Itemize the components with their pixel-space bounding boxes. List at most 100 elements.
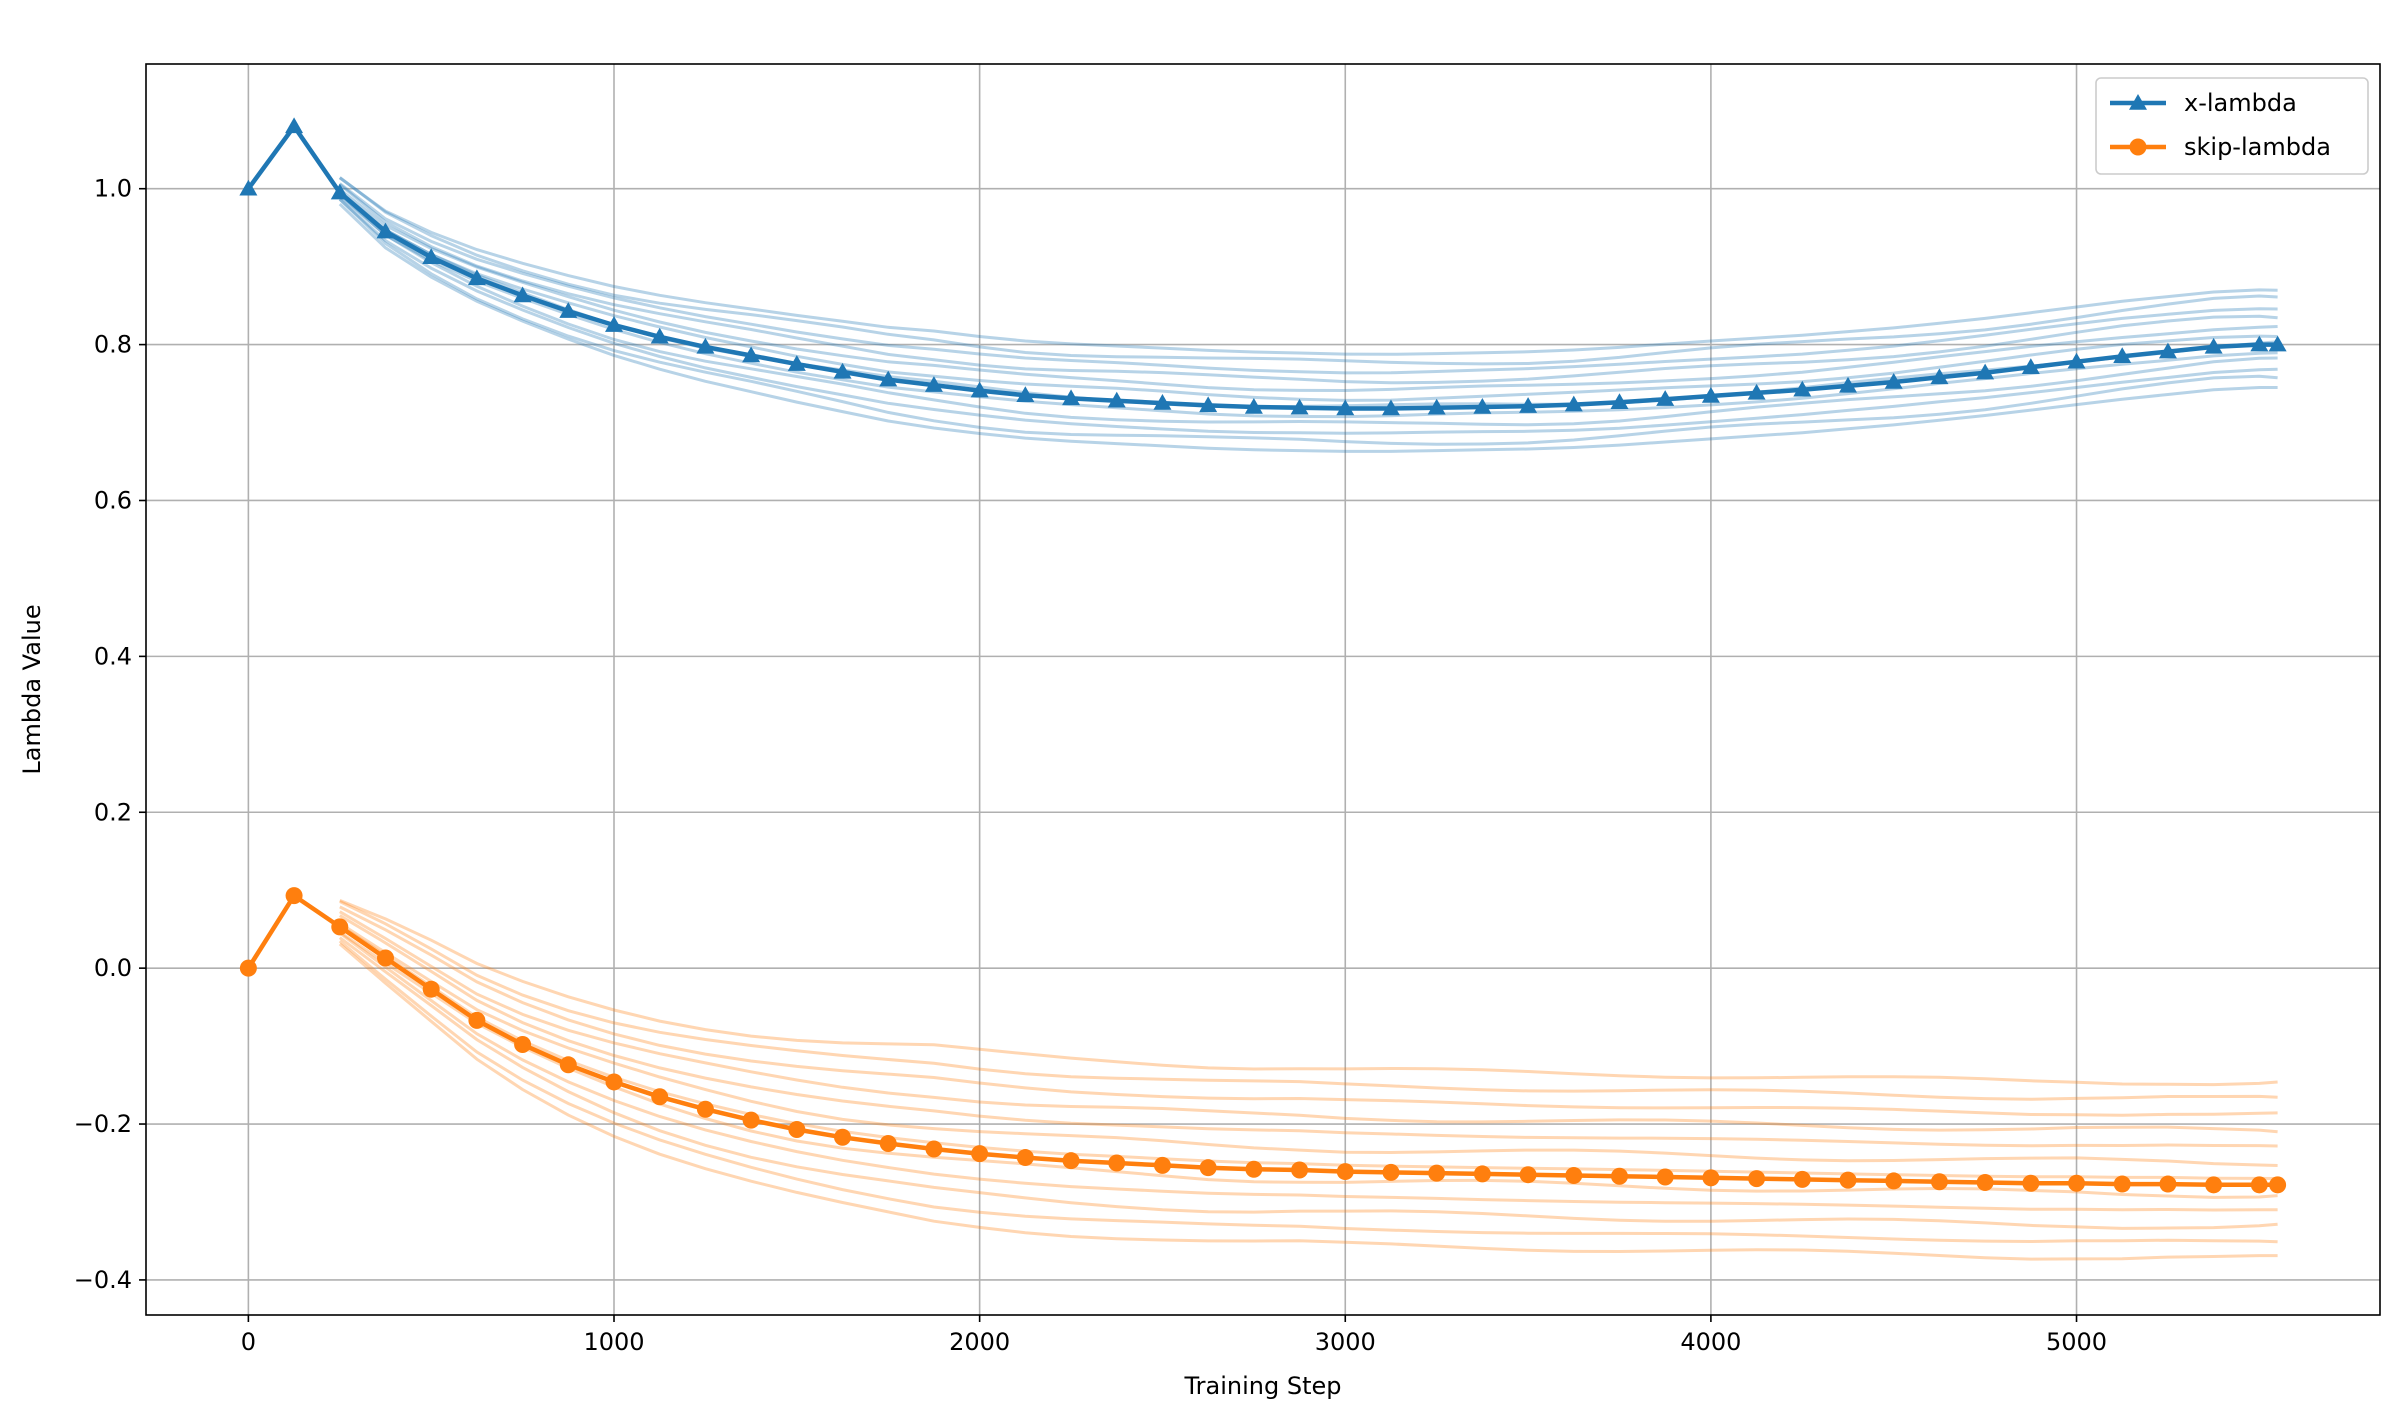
run-line xyxy=(339,905,2278,1117)
run-line xyxy=(338,936,2278,1230)
skip-lambda-point xyxy=(2269,1176,2287,1194)
skip-lambda-point xyxy=(331,918,349,936)
skip-lambda-point xyxy=(742,1111,760,1129)
x-lambda-point xyxy=(2250,335,2269,352)
y-tick-label: 0.2 xyxy=(94,798,132,826)
x-lambda-point xyxy=(2158,342,2177,359)
skip-lambda-point xyxy=(285,887,303,905)
y-tick-label: 0.4 xyxy=(94,642,132,670)
x-lambda-point xyxy=(1107,391,1126,408)
x-lambda-point xyxy=(2067,352,2086,369)
run-line xyxy=(338,176,2278,356)
grid-lines xyxy=(146,64,2380,1315)
skip-lambda-point xyxy=(1519,1166,1537,1184)
skip-lambda-point xyxy=(2159,1175,2177,1193)
run-line xyxy=(338,922,2278,1167)
y-tick-label: 0.6 xyxy=(94,486,132,514)
x-lambda-point xyxy=(1793,380,1812,397)
x-lambda-point xyxy=(742,346,761,363)
x-lambda-point xyxy=(1839,376,1858,393)
x-lambda-point xyxy=(1062,389,1081,406)
x-lambda-point xyxy=(605,316,624,332)
run-line xyxy=(338,190,2278,402)
x-lambda-point xyxy=(1016,386,1035,403)
x-lambda-point xyxy=(1701,387,1720,403)
x-lambda-point xyxy=(1656,390,1675,406)
series-lines xyxy=(239,117,2287,1194)
skip-lambda-point xyxy=(514,1036,532,1054)
x-tick-label: 5000 xyxy=(2046,1328,2107,1356)
x-lambda-point xyxy=(1427,398,1446,415)
skip-lambda-point xyxy=(1839,1171,1857,1189)
x-lambda-point xyxy=(2204,337,2223,354)
skip-lambda-point xyxy=(605,1073,623,1091)
x-tick-label: 2000 xyxy=(949,1328,1010,1356)
skip-lambda-point xyxy=(1382,1163,1400,1181)
x-lambda-point xyxy=(1610,393,1629,410)
skip-lambda-point xyxy=(1016,1149,1034,1167)
x-lambda-point xyxy=(2268,335,2287,352)
skip-lambda-point xyxy=(1656,1168,1674,1186)
skip-lambda-point xyxy=(239,959,257,977)
skip-lambda-point xyxy=(879,1135,897,1153)
x-lambda-point xyxy=(239,179,258,196)
x-tick-label: 4000 xyxy=(1680,1328,1741,1356)
x-lambda-point xyxy=(1519,397,1538,413)
skip-lambda-point xyxy=(1885,1172,1903,1190)
skip-lambda-point xyxy=(1428,1164,1446,1182)
x-lambda-point xyxy=(970,381,989,398)
skip-lambda-point xyxy=(651,1088,669,1106)
x-lambda-point xyxy=(1381,399,1400,416)
skip-lambda-point xyxy=(1245,1160,1263,1178)
skip-lambda-point xyxy=(971,1145,989,1163)
skip-lambda-point xyxy=(2068,1174,2086,1192)
x-lambda-point xyxy=(1244,397,1263,414)
run-line xyxy=(338,930,2278,1199)
skip-lambda-point xyxy=(422,980,440,998)
x-tick-label: 1000 xyxy=(583,1328,644,1356)
x-axis-label: Training Step xyxy=(1184,1372,1342,1400)
run-line xyxy=(338,942,2278,1261)
skip-lambda-point xyxy=(1336,1163,1354,1181)
x-lambda-point xyxy=(833,362,852,379)
run-line xyxy=(338,193,2278,427)
x-lambda-point xyxy=(1930,368,1949,385)
x-lambda-point xyxy=(559,302,578,318)
x-lambda-point xyxy=(879,370,898,387)
y-tick-label: −0.2 xyxy=(74,1110,132,1138)
x-lambda-point xyxy=(285,117,304,134)
run-line xyxy=(338,931,2278,1212)
skip-lambda-point xyxy=(559,1056,577,1074)
skip-lambda-point xyxy=(1610,1167,1628,1185)
skip-lambda-point xyxy=(1748,1170,1766,1188)
x-lambda-point xyxy=(513,286,532,303)
y-tick-label: −0.4 xyxy=(74,1266,132,1294)
run-line xyxy=(339,899,2278,1087)
legend-label: x-lambda xyxy=(2184,89,2297,117)
skip-lambda-point xyxy=(1702,1169,1720,1187)
x-lambda-point xyxy=(1473,397,1492,414)
x-lambda-point xyxy=(2113,347,2132,364)
run-line xyxy=(339,914,2278,1148)
x-lambda-point xyxy=(1747,383,1766,400)
skip-lambda-point xyxy=(1199,1159,1217,1177)
x-lambda-point xyxy=(467,269,486,286)
legend: x-lambda skip-lambda xyxy=(2095,77,2369,175)
x-lambda-point xyxy=(924,376,943,392)
run-line xyxy=(338,939,2278,1244)
x-lambda-point xyxy=(787,355,806,371)
run-line xyxy=(339,910,2278,1134)
skip-lambda-point xyxy=(1291,1161,1309,1179)
run-line xyxy=(338,188,2278,393)
y-tick-label: 1.0 xyxy=(94,175,132,203)
legend-label: skip-lambda xyxy=(2184,133,2331,161)
x-lambda-point xyxy=(1290,398,1309,415)
run-line xyxy=(338,198,2278,435)
y-tick-label: 0.8 xyxy=(94,331,132,359)
legend-circle-marker xyxy=(2129,138,2147,156)
skip-lambda-point xyxy=(1153,1156,1171,1174)
run-line xyxy=(338,198,2278,446)
x-lambda-point xyxy=(422,248,441,265)
x-lambda-point xyxy=(376,222,395,239)
